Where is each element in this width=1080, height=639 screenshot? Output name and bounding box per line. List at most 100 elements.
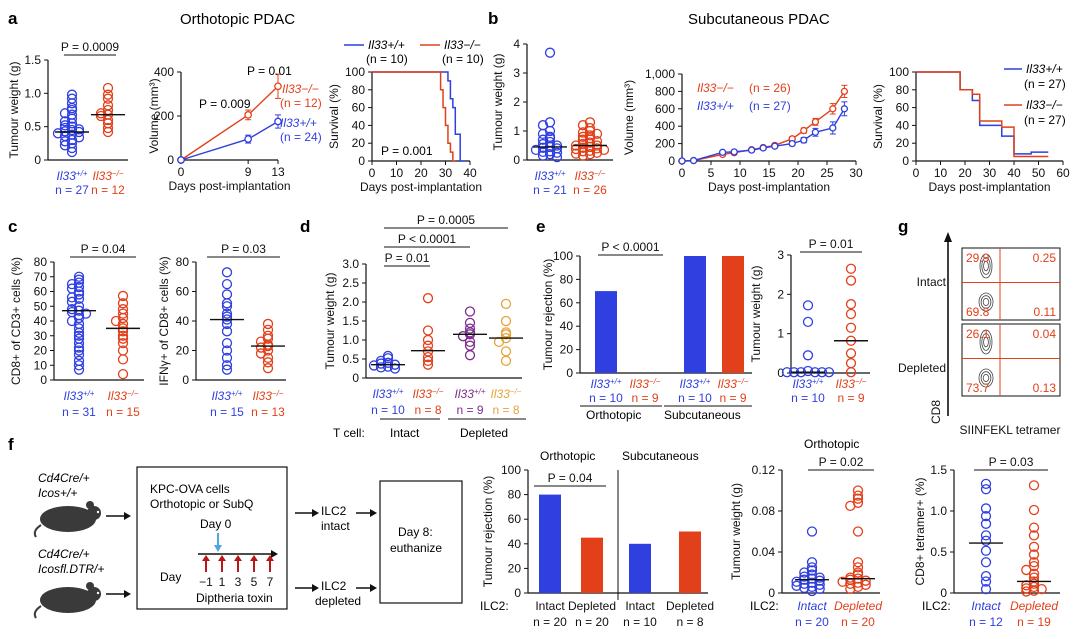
g_tetramer-point <box>1021 586 1032 597</box>
chart-e-tumour-weight: 0 1 2 3 Tumour weight (g) Il33+/+n = 10 Il33−/… <box>749 237 870 405</box>
a-survival-legend-red-n: (n = 10) <box>442 52 484 66</box>
chart-d-tumour-weight: 0 0.5 1.0 1.5 2.0 2.5 3.0 Tumour weight (g) Il33… <box>323 213 523 417</box>
day-number: 5 <box>251 575 258 589</box>
d_weight-y-tick-label: 1.5 <box>342 314 359 328</box>
title-orthotopic-pdac: Orthotopic PDAC <box>180 11 295 28</box>
c_cd8-point <box>73 360 85 371</box>
c_cd8-point <box>73 345 85 356</box>
c_ifng-y-tick-label: 60 <box>176 285 190 299</box>
b_weight-point <box>544 149 556 160</box>
chart-f-tumour-weight: 0 0.04 0.08 0.12 Tumour weight (g) Intact n = … <box>729 455 882 629</box>
g_tetramer-point <box>1028 530 1040 541</box>
f_weight-point <box>806 562 818 573</box>
d_weight-y-tick-label: 2.0 <box>342 295 359 309</box>
g_tetramer-point <box>980 484 992 495</box>
g_tetramer-point <box>980 503 992 514</box>
f_rejection-bar-n: n = 20 <box>533 615 567 629</box>
d_weight-group-n: n = 9 <box>456 403 483 417</box>
d_weight-group-label: Il33−/− <box>413 387 444 402</box>
day-number: 7 <box>267 575 274 589</box>
c_cd8-p-value: P = 0.04 <box>81 242 126 256</box>
b_survival-x-label: Days post-implantation <box>928 180 1050 194</box>
e_weight-point <box>845 299 857 310</box>
flow-contour <box>983 260 989 272</box>
b_weight-point <box>591 147 603 158</box>
e_rejection-y-tick-label: 100 <box>553 249 573 263</box>
g_tetramer-point <box>1021 583 1032 594</box>
f-box2-line2: euthanize <box>390 541 442 555</box>
f_weight-point <box>806 585 818 597</box>
b_survival-x-tick-label: 30 <box>983 166 997 180</box>
f_weight-point <box>852 526 864 537</box>
flow-quadrant-value: 0.25 <box>1033 251 1057 265</box>
flow-contour <box>981 257 991 275</box>
c_ifng-y-tick-label: 40 <box>176 314 190 328</box>
f_weight-point <box>806 557 818 568</box>
b_weight-point <box>537 150 549 161</box>
d_weight-point <box>500 346 512 357</box>
g_tetramer-group-label: Intact <box>971 599 1001 613</box>
a_weight-point <box>66 113 78 124</box>
c_ifng-point <box>221 289 233 300</box>
a_weight-y-tick-label: 0 <box>34 153 41 167</box>
b_volume-y-tick-label: 1,000 <box>645 67 675 81</box>
g_tetramer-point <box>1028 480 1040 491</box>
flow-contour <box>982 297 990 306</box>
c_cd8-point <box>117 326 129 337</box>
f-box-protocol <box>136 466 288 610</box>
g_tetramer-y-tick-label: 0 <box>940 586 947 600</box>
c_ifng-point <box>221 301 233 312</box>
b_weight-point <box>577 138 589 150</box>
b_volume-point <box>747 146 756 154</box>
a_weight-point <box>59 116 71 127</box>
panel-letter-f: f <box>8 435 14 454</box>
c_cd8-point <box>73 312 85 324</box>
e_weight-point <box>845 348 857 359</box>
f_weight-point <box>814 583 825 595</box>
b_weight-point <box>577 150 589 161</box>
c_cd8-y-tick-label: 20 <box>34 344 48 358</box>
f_weight-point <box>852 493 864 504</box>
g_tetramer-point <box>980 557 992 568</box>
c_cd8-y-tick-label: 50 <box>34 299 48 313</box>
c_ifng-y-label: IFNγ+ of CD8+ cells (%) <box>157 256 171 385</box>
a_weight-point <box>95 108 107 119</box>
chart-b-volume: 0 200 400 600 800 1,000 Volume (mm³) 0 5 10 15 20 25… <box>622 67 863 194</box>
a_survival-y-label: Survival (%) <box>327 84 341 149</box>
b_weight-point <box>577 131 589 142</box>
d_weight-group-n: n = 8 <box>414 403 441 417</box>
a_weight-point <box>59 136 71 147</box>
c_cd8-point <box>73 364 85 375</box>
arrowhead-6 <box>370 584 377 592</box>
b_volume-point <box>718 148 727 156</box>
toxin-arrowhead <box>234 555 242 561</box>
e_weight-point <box>845 322 857 333</box>
arrowhead-1 <box>124 512 131 520</box>
f-strain2-line1: Cd4Cre/+ <box>38 547 90 561</box>
f_rejection-bar-label: Depleted <box>666 599 714 613</box>
d_weight-point <box>375 362 387 373</box>
a_weight-point <box>66 118 78 129</box>
a_weight-point <box>59 120 71 131</box>
a_survival-x-label: Days post-implantation <box>360 180 482 194</box>
a-survival-legend-red: Il33−/− <box>444 38 481 52</box>
e_weight-group-label: Il33+/+ <box>793 377 824 392</box>
a_weight-point <box>52 128 64 139</box>
a_weight-point <box>66 121 78 132</box>
f-day-label: Day <box>160 570 181 584</box>
b_weight-point <box>544 47 556 58</box>
a_weight-point <box>73 124 85 135</box>
arrowhead-5 <box>370 509 377 517</box>
c_ifng-point <box>262 352 274 364</box>
e_rejection-bar <box>595 291 617 373</box>
c_cd8-point <box>73 286 85 297</box>
c_cd8-point <box>66 315 78 327</box>
d_weight-point <box>422 359 434 370</box>
f_weight-point <box>806 581 818 592</box>
c_cd8-point <box>117 312 129 324</box>
f_rejection-y-tick-label: 60 <box>508 512 522 526</box>
panel-letter-a: a <box>8 9 18 28</box>
